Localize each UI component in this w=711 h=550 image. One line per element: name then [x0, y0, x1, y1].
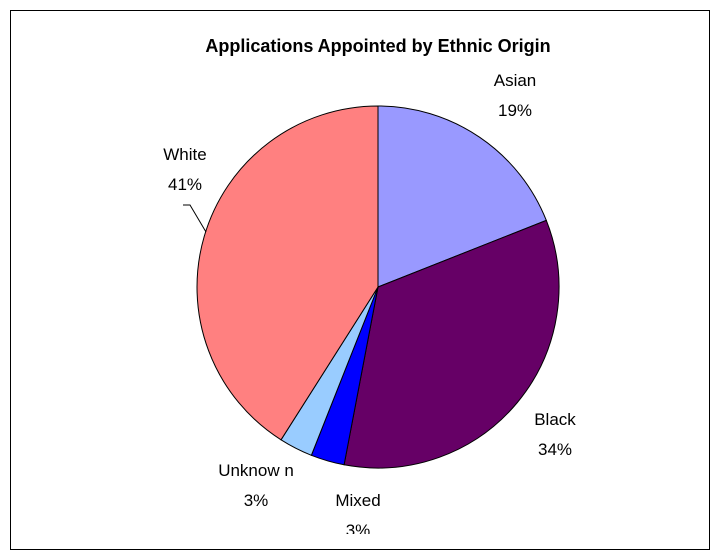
pie-chart: Applications Appointed by Ethnic Origin … — [163, 36, 576, 534]
slice-label-name: Mixed — [335, 491, 380, 510]
slice-label-name: White — [163, 145, 206, 164]
chart-title: Applications Appointed by Ethnic Origin — [205, 36, 550, 56]
pie-slices — [196, 105, 560, 469]
pie-slice-black — [343, 219, 560, 469]
pie-slice-asian — [377, 105, 547, 288]
slice-label-percent: 34% — [538, 440, 572, 459]
leader-line-white — [183, 204, 207, 233]
pie-slice-white — [196, 105, 379, 441]
slice-label-percent: 41% — [168, 175, 202, 194]
slice-label-name: Asian — [494, 71, 537, 90]
slice-label-percent: 3% — [346, 521, 371, 534]
slice-label-percent: 3% — [244, 491, 269, 510]
slice-label-percent: 19% — [498, 101, 532, 120]
slice-label-name: Black — [534, 410, 576, 429]
leader-lines — [183, 204, 207, 233]
slice-labels: Asian 19% Black 34% Mixed 3% Unknow n 3% White 41… — [163, 71, 576, 534]
slice-label-name: Unknow n — [218, 461, 294, 480]
